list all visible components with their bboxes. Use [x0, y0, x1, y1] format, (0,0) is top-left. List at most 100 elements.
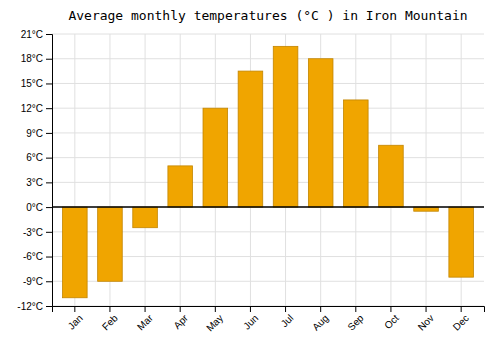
- tick: -9°C: [23, 276, 52, 287]
- tick-label: Jan: [66, 312, 85, 331]
- tick: Jun: [241, 306, 260, 332]
- tick-label: Aug: [310, 312, 330, 332]
- bar: [168, 166, 193, 207]
- bar: [133, 207, 158, 228]
- grid-line: [52, 132, 484, 133]
- bar: [344, 100, 369, 207]
- bar: [238, 71, 263, 207]
- bar: [308, 59, 333, 207]
- plot: -12°C -9°C -6°C -3°C 0°C 3°C 6°C 9°C 12°C 15°C 18°…: [17, 29, 484, 334]
- tick-label: -9°C: [23, 276, 43, 287]
- tick-mark: [46, 257, 52, 258]
- tick-label: Sep: [345, 312, 366, 333]
- tick-label: -12°C: [17, 301, 43, 312]
- tick-mark: [46, 158, 52, 159]
- tick-label: 3°C: [26, 177, 43, 188]
- grid-line: [52, 182, 484, 183]
- zero-line: [52, 206, 484, 208]
- tick-label: 6°C: [26, 152, 43, 163]
- grid-line: [145, 34, 146, 306]
- tick-mark: [46, 281, 52, 282]
- tick-label: 15°C: [21, 78, 43, 89]
- tick-mark: [109, 306, 110, 312]
- tick: Oct: [382, 306, 401, 331]
- tick-label: 12°C: [21, 103, 43, 114]
- tick-mark: [74, 306, 75, 312]
- bar: [449, 207, 474, 277]
- tick-mark: [46, 83, 52, 84]
- tick-mark: [285, 306, 286, 312]
- tick-label: May: [204, 312, 225, 333]
- axis-line: [46, 35, 53, 307]
- bars: [52, 46, 484, 297]
- grid-line: [52, 157, 484, 158]
- tick-label: Apr: [171, 312, 190, 331]
- title: Average monthly temperatures (°C ) in Ir…: [68, 8, 467, 23]
- tick-label: Jul: [279, 312, 296, 329]
- tick-label: Feb: [100, 312, 120, 332]
- tick: 15°C: [21, 78, 52, 89]
- tick-label: Dec: [451, 312, 471, 332]
- tick: Dec: [451, 306, 471, 333]
- tick-label: 9°C: [26, 128, 43, 139]
- tick-label: Mar: [135, 312, 155, 332]
- chart: -12°C -9°C -6°C -3°C 0°C 3°C 6°C 9°C 12°C 15°C 18°…: [0, 0, 500, 350]
- tick-label: 21°C: [21, 29, 43, 40]
- tick: Jul: [279, 306, 296, 329]
- tick-label: 0°C: [26, 202, 43, 213]
- grid-line: [52, 34, 484, 35]
- grid-line: [426, 34, 427, 306]
- tick: Aug: [310, 306, 330, 333]
- grid-line: [52, 58, 484, 59]
- tick-mark: [46, 133, 52, 134]
- tick: -3°C: [23, 227, 52, 238]
- y-axis: -12°C -9°C -6°C -3°C 0°C 3°C 6°C 9°C 12°C 15°C 18°…: [17, 29, 52, 312]
- tick: 21°C: [21, 29, 52, 40]
- tick-mark: [46, 182, 52, 183]
- tick-mark: [46, 207, 52, 208]
- tick: Jan: [66, 306, 85, 332]
- tick-mark: [355, 306, 356, 312]
- tick: 18°C: [21, 53, 52, 64]
- grid-line: [52, 108, 484, 109]
- bar: [273, 46, 298, 207]
- tick: Sep: [345, 306, 366, 333]
- tick-mark: [390, 306, 391, 312]
- tick-mark: [180, 306, 181, 312]
- tick: Feb: [100, 306, 120, 332]
- bar: [379, 145, 404, 207]
- tick-label: Jun: [241, 312, 260, 331]
- bar: [203, 108, 228, 207]
- tick-mark: [46, 59, 52, 60]
- tick-mark: [145, 306, 146, 312]
- bar: [63, 207, 88, 298]
- tick: -12°C: [17, 301, 52, 312]
- bar: [98, 207, 123, 281]
- tick: 3°C: [26, 177, 52, 188]
- tick-label: 18°C: [21, 53, 43, 64]
- tick: 0°C: [26, 202, 52, 213]
- x-axis: Jan Feb Mar Apr May Jun Jul Aug Sep Oct Nov Dec: [53, 306, 485, 334]
- tick-mark: [320, 306, 321, 312]
- grid: [52, 34, 484, 306]
- tick: Nov: [416, 306, 436, 333]
- tick: -6°C: [23, 251, 52, 262]
- tick-label: Oct: [382, 312, 401, 331]
- tick: 6°C: [26, 152, 52, 163]
- tick: Apr: [171, 306, 190, 331]
- tick: May: [204, 306, 225, 334]
- tick-mark: [426, 306, 427, 312]
- axis-line: [53, 307, 485, 313]
- tick: Mar: [135, 306, 155, 332]
- tick-label: Nov: [416, 312, 436, 332]
- tick-mark: [46, 306, 52, 307]
- tick-mark: [46, 34, 52, 35]
- grid-line: [52, 207, 484, 208]
- tick-mark: [46, 232, 52, 233]
- tick-mark: [46, 108, 52, 109]
- tick: 9°C: [26, 128, 52, 139]
- tick: 12°C: [21, 103, 52, 114]
- tick-mark: [461, 306, 462, 312]
- tick-mark: [215, 306, 216, 312]
- tick-label: -6°C: [23, 251, 43, 262]
